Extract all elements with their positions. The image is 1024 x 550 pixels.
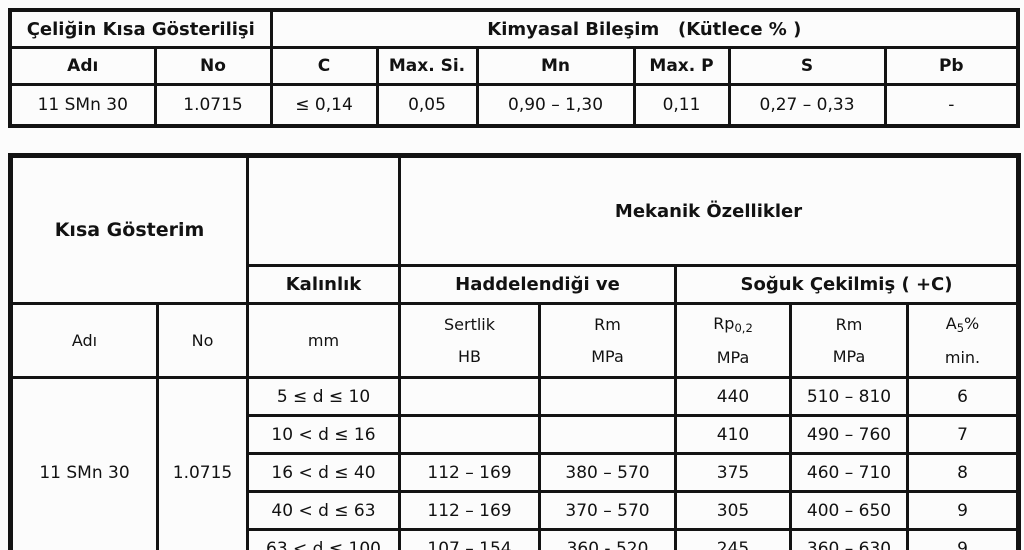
mech-data-row-3: 16 < d ≤ 40 112 – 169 380 – 570 375 460 … <box>11 452 1021 493</box>
cell-c-value: ≤ 0,14 <box>269 83 379 128</box>
cell-a5: 8 <box>905 452 1021 493</box>
rp02-label: Rp0,2 <box>713 313 753 336</box>
chemical-column-header-row: Adı No C Max. Si. Mn Max. P S Pb <box>8 46 1020 86</box>
col-header-rp02: Rp0,2 MPa <box>674 302 792 379</box>
cell-steel-no: 1.0715 <box>153 83 273 128</box>
mech-data-row-4: 40 < d ≤ 63 112 – 169 370 – 570 305 400 … <box>11 490 1021 531</box>
rm-cold-unit: MPa <box>832 347 866 366</box>
col-header-c: C <box>269 46 379 86</box>
chemical-composition-table: Çeliğin Kısa Gösterilişi Kimyasal Bileşi… <box>8 8 1021 128</box>
cell-steel-no: 1.0715 <box>156 376 249 550</box>
mech-data-row-5: 63 < d ≤ 100 107 – 154 360 - 520 245 360… <box>11 528 1021 550</box>
cold-drawn-header: Soğuk Çekilmiş ( +C) <box>673 264 1021 305</box>
cell-d-range: 10 < d ≤ 16 <box>246 414 401 455</box>
mechanical-properties-table: Kısa Gösterim Mekanik Özellikler Kalınlı… <box>8 153 1022 550</box>
thickness-header: Kalınlık <box>246 264 401 305</box>
cell-d-range: 63 < d ≤ 100 <box>246 528 401 550</box>
cell-si-value: 0,05 <box>375 83 479 128</box>
a5-unit: min. <box>944 348 981 368</box>
cell-a5: 7 <box>905 414 1021 455</box>
col-header-mn: Mn <box>475 46 636 86</box>
cell-rp02: 410 <box>674 414 792 455</box>
hardness-unit: HB <box>457 347 481 366</box>
rp02-unit: MPa <box>716 348 750 368</box>
cell-d-range: 40 < d ≤ 63 <box>246 490 401 531</box>
cell-rm-cold: 490 – 760 <box>789 414 909 455</box>
cell-rp02: 245 <box>674 528 792 550</box>
chemical-group-header-row: Çeliğin Kısa Gösterilişi Kimyasal Bileşi… <box>8 8 1020 49</box>
cell-hb <box>398 414 541 455</box>
empty-cell <box>246 154 401 267</box>
mech-data-row-2: 10 < d ≤ 16 410 490 – 760 7 <box>11 414 1021 455</box>
col-header-mm: mm <box>246 302 401 379</box>
rm-hot-label: Rm <box>594 315 621 334</box>
cell-steel-name: 11 SMn 30 <box>9 376 159 550</box>
cell-mn-value: 0,90 – 1,30 <box>475 83 636 128</box>
cell-p-value: 0,11 <box>632 83 731 128</box>
col-header-s: S <box>727 46 887 86</box>
rm-cold-label: Rm <box>835 315 863 334</box>
cell-rp02: 440 <box>674 376 792 417</box>
cell-d-range: 5 ≤ d ≤ 10 <box>246 376 401 417</box>
cell-rm-cold: 510 – 810 <box>789 376 909 417</box>
cell-hb <box>398 376 541 417</box>
cell-hb: 112 – 169 <box>398 490 541 531</box>
cell-s-value: 0,27 – 0,33 <box>727 83 887 128</box>
cell-rm-cold: 400 – 650 <box>789 490 909 531</box>
short-designation-header: Kısa Gösterim <box>9 154 249 305</box>
col-header-adi: Adı <box>9 302 159 379</box>
rm-hot-unit: MPa <box>591 347 624 366</box>
mech-group-header-row-1: Kısa Gösterim Mekanik Özellikler <box>9 154 1021 305</box>
col-header-pb: Pb <box>883 46 1020 86</box>
mech-group-header-row-2: Kalınlık Haddelendiği ve Soğuk Çekilmiş … <box>11 264 1021 305</box>
cell-rp02: 375 <box>674 452 792 493</box>
cell-rm-hot <box>538 376 677 417</box>
col-header-rm-hot: Rm MPa <box>538 302 677 379</box>
cell-rp02: 305 <box>674 490 792 531</box>
chemical-values-row: 11 SMn 30 1.0715 ≤ 0,14 0,05 0,90 – 1,30… <box>8 83 1020 128</box>
cell-a5: 9 <box>905 490 1021 531</box>
col-header-a5: A5% min. <box>905 302 1021 379</box>
col-header-hardness: Sertlik HB <box>398 302 541 379</box>
mech-data-row-1: 11 SMn 30 1.0715 5 ≤ d ≤ 10 440 510 – 81… <box>9 376 1021 550</box>
cell-a5: 9 <box>905 528 1021 550</box>
cell-rm-hot: 360 - 520 <box>538 528 677 550</box>
cell-rm-cold: 360 – 630 <box>789 528 909 550</box>
cell-pb-value: - <box>883 83 1020 128</box>
steel-designation-header: Çeliğin Kısa Gösterilişi <box>8 8 273 49</box>
col-header-max-si: Max. Si. <box>375 46 479 86</box>
cell-rm-hot: 370 – 570 <box>538 490 677 531</box>
col-header-rm-cold: Rm MPa <box>789 302 909 379</box>
hardness-label: Sertlik <box>443 315 495 334</box>
cell-rm-hot <box>538 414 677 455</box>
col-header-max-p: Max. P <box>632 46 731 86</box>
cell-hb: 112 – 169 <box>398 452 541 493</box>
hot-rolled-header: Haddelendiği ve <box>398 264 677 305</box>
mechanical-properties-header: Mekanik Özellikler <box>397 154 1021 267</box>
col-header-adi: Adı <box>8 46 157 86</box>
col-header-no: No <box>153 46 273 86</box>
chemical-composition-header: Kimyasal Bileşim (Kütlece % ) <box>269 8 1020 49</box>
cell-a5: 6 <box>905 376 1021 417</box>
col-header-no: No <box>156 302 249 379</box>
cell-steel-name: 11 SMn 30 <box>8 83 157 128</box>
cell-hb: 107 – 154 <box>398 528 541 550</box>
a5-label: A5% <box>945 313 980 336</box>
cell-rm-hot: 380 – 570 <box>538 452 677 493</box>
mech-column-header-row: Adı No mm Sertlik HB Rm MPa Rp0,2 MPa Rm… <box>9 302 1021 379</box>
cell-d-range: 16 < d ≤ 40 <box>246 452 401 493</box>
cell-rm-cold: 460 – 710 <box>789 452 909 493</box>
